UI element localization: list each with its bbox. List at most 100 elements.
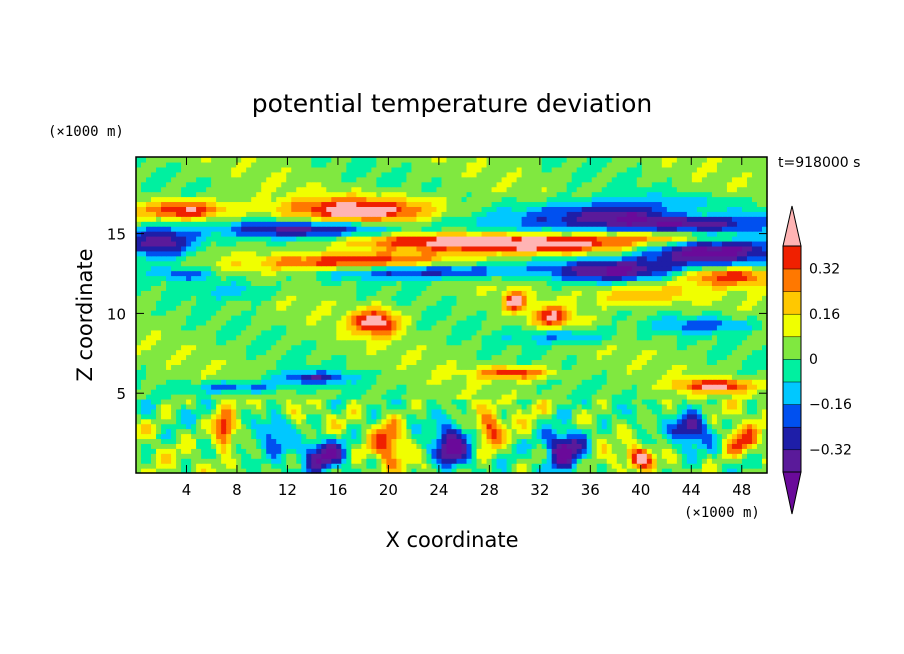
heatmap-cell <box>371 398 377 405</box>
heatmap-cell <box>756 423 763 430</box>
heatmap-cell <box>261 453 267 459</box>
heatmap-cell <box>341 463 347 469</box>
heatmap-cell <box>611 403 618 410</box>
heatmap-cell <box>686 418 693 425</box>
heatmap-cell <box>711 339 718 346</box>
heatmap-cell <box>196 344 202 351</box>
heatmap-cell <box>226 379 232 385</box>
heatmap-cell <box>256 285 262 291</box>
heatmap-cell <box>601 369 608 375</box>
heatmap-cell <box>751 285 758 291</box>
heatmap-cell <box>261 443 267 449</box>
heatmap-cell <box>346 428 352 435</box>
heatmap-cell <box>146 315 152 321</box>
heatmap-cell <box>276 438 282 444</box>
heatmap-cell <box>696 364 703 370</box>
heatmap-cell <box>141 468 147 474</box>
heatmap-cell <box>366 458 372 464</box>
heatmap-cell <box>356 285 362 291</box>
heatmap-cell <box>581 364 588 370</box>
heatmap-cell <box>696 384 703 390</box>
heatmap-cell <box>481 408 488 415</box>
heatmap-cell <box>306 438 312 444</box>
heatmap-cell <box>391 379 398 385</box>
heatmap-cell <box>331 324 337 331</box>
heatmap-cell <box>391 285 398 291</box>
heatmap-cell <box>566 290 573 296</box>
heatmap-cell <box>536 319 543 326</box>
heatmap-cell <box>191 364 197 370</box>
heatmap-cell <box>361 379 367 385</box>
heatmap-cell <box>461 349 468 356</box>
heatmap-cell <box>466 423 473 430</box>
heatmap-cell <box>551 290 558 296</box>
heatmap-cell <box>136 310 142 316</box>
heatmap-cell <box>291 463 297 469</box>
heatmap-cell <box>436 315 443 321</box>
heatmap-cell <box>216 428 222 435</box>
heatmap-cell <box>241 285 247 291</box>
heatmap-cell <box>236 374 242 380</box>
heatmap-cell <box>161 295 167 301</box>
heatmap-cell <box>491 359 498 365</box>
heatmap-cell <box>576 285 583 291</box>
heatmap-cell <box>631 364 638 370</box>
heatmap-cell <box>156 339 162 346</box>
heatmap-cell <box>506 354 513 361</box>
heatmap-cell <box>496 448 503 454</box>
heatmap-cell <box>676 349 683 356</box>
heatmap-cell <box>186 428 192 435</box>
heatmap-cell <box>406 468 413 474</box>
heatmap-cell <box>421 438 428 444</box>
heatmap-cell <box>601 310 608 316</box>
heatmap-cell <box>476 334 483 341</box>
heatmap-cell <box>761 433 768 440</box>
heatmap-cell <box>466 413 473 420</box>
heatmap-cell <box>241 394 247 400</box>
heatmap-cell <box>421 349 428 356</box>
heatmap-cell <box>431 433 438 440</box>
heatmap-cell <box>731 374 738 380</box>
heatmap-cell <box>176 389 182 395</box>
heatmap-cell <box>286 275 292 282</box>
heatmap-cell <box>371 438 377 444</box>
heatmap-cell <box>566 428 573 435</box>
heatmap-cell <box>396 334 403 341</box>
heatmap-cell <box>326 305 332 311</box>
heatmap-cell <box>406 344 413 351</box>
heatmap-cell <box>756 324 763 331</box>
heatmap-cell <box>231 364 237 370</box>
heatmap-cell <box>366 359 372 365</box>
heatmap-cell <box>391 468 398 474</box>
heatmap-cell <box>451 275 458 282</box>
heatmap-cell <box>606 344 613 351</box>
heatmap-cell <box>146 448 152 454</box>
heatmap-cell <box>426 433 433 440</box>
heatmap-cell <box>276 305 282 311</box>
heatmap-cell <box>651 423 658 430</box>
heatmap-cell <box>676 379 683 385</box>
heatmap-cell <box>176 359 182 365</box>
heatmap-cell <box>481 374 488 380</box>
heatmap-cell <box>651 458 658 464</box>
heatmap-cell <box>231 384 237 390</box>
heatmap-cell <box>296 453 302 459</box>
heatmap-cell <box>401 334 408 341</box>
heatmap-cell <box>236 458 242 464</box>
heatmap-cell <box>661 315 668 321</box>
heatmap-cell <box>306 374 312 380</box>
heatmap-cell <box>646 300 653 306</box>
heatmap-cell <box>591 438 598 444</box>
heatmap-cell <box>706 359 713 365</box>
heatmap-cell <box>541 403 548 410</box>
heatmap-cell <box>701 428 708 435</box>
heatmap-cell <box>416 468 423 474</box>
heatmap-cell <box>311 384 317 390</box>
heatmap-cell <box>501 398 508 405</box>
heatmap-cell <box>671 438 678 444</box>
heatmap-cell <box>161 374 167 380</box>
heatmap-cell <box>371 310 377 316</box>
heatmap-cell <box>656 310 663 316</box>
heatmap-cell <box>576 423 583 430</box>
heatmap-cell <box>636 398 643 405</box>
